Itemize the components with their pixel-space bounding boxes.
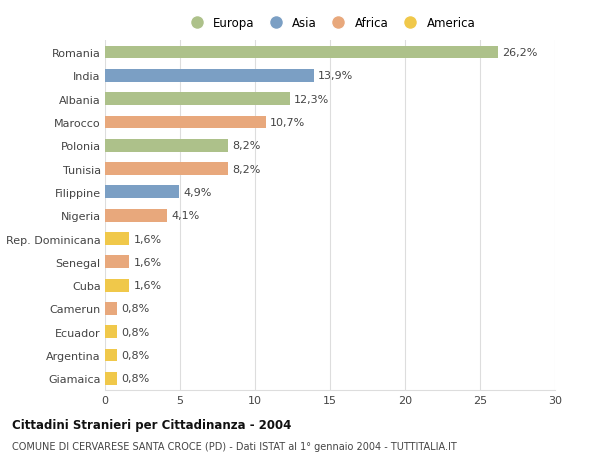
Bar	[105, 279, 129, 292]
Bar	[105, 140, 228, 152]
Text: 8,2%: 8,2%	[233, 164, 261, 174]
Text: 0,8%: 0,8%	[121, 327, 150, 337]
Text: 12,3%: 12,3%	[294, 95, 329, 105]
Bar	[105, 372, 117, 385]
Text: 0,8%: 0,8%	[121, 374, 150, 384]
Text: 10,7%: 10,7%	[270, 118, 305, 128]
Text: 1,6%: 1,6%	[133, 280, 161, 291]
Bar	[105, 93, 290, 106]
Bar	[105, 233, 129, 246]
Text: 8,2%: 8,2%	[233, 141, 261, 151]
Text: 0,8%: 0,8%	[121, 350, 150, 360]
Text: 4,9%: 4,9%	[183, 187, 211, 197]
Text: 26,2%: 26,2%	[503, 48, 538, 58]
Text: 1,6%: 1,6%	[133, 234, 161, 244]
Text: 13,9%: 13,9%	[318, 71, 353, 81]
Bar	[105, 302, 117, 315]
Bar	[105, 186, 179, 199]
Bar	[105, 116, 265, 129]
Text: 0,8%: 0,8%	[121, 304, 150, 314]
Bar	[105, 349, 117, 362]
Text: 1,6%: 1,6%	[133, 257, 161, 267]
Bar	[105, 46, 498, 59]
Bar	[105, 163, 228, 176]
Bar	[105, 70, 314, 83]
Legend: Europa, Asia, Africa, America: Europa, Asia, Africa, America	[182, 14, 478, 32]
Bar	[105, 256, 129, 269]
Bar	[105, 325, 117, 338]
Text: 4,1%: 4,1%	[171, 211, 199, 221]
Bar	[105, 209, 167, 222]
Text: Cittadini Stranieri per Cittadinanza - 2004: Cittadini Stranieri per Cittadinanza - 2…	[12, 418, 292, 431]
Text: COMUNE DI CERVARESE SANTA CROCE (PD) - Dati ISTAT al 1° gennaio 2004 - TUTTITALI: COMUNE DI CERVARESE SANTA CROCE (PD) - D…	[12, 441, 457, 451]
